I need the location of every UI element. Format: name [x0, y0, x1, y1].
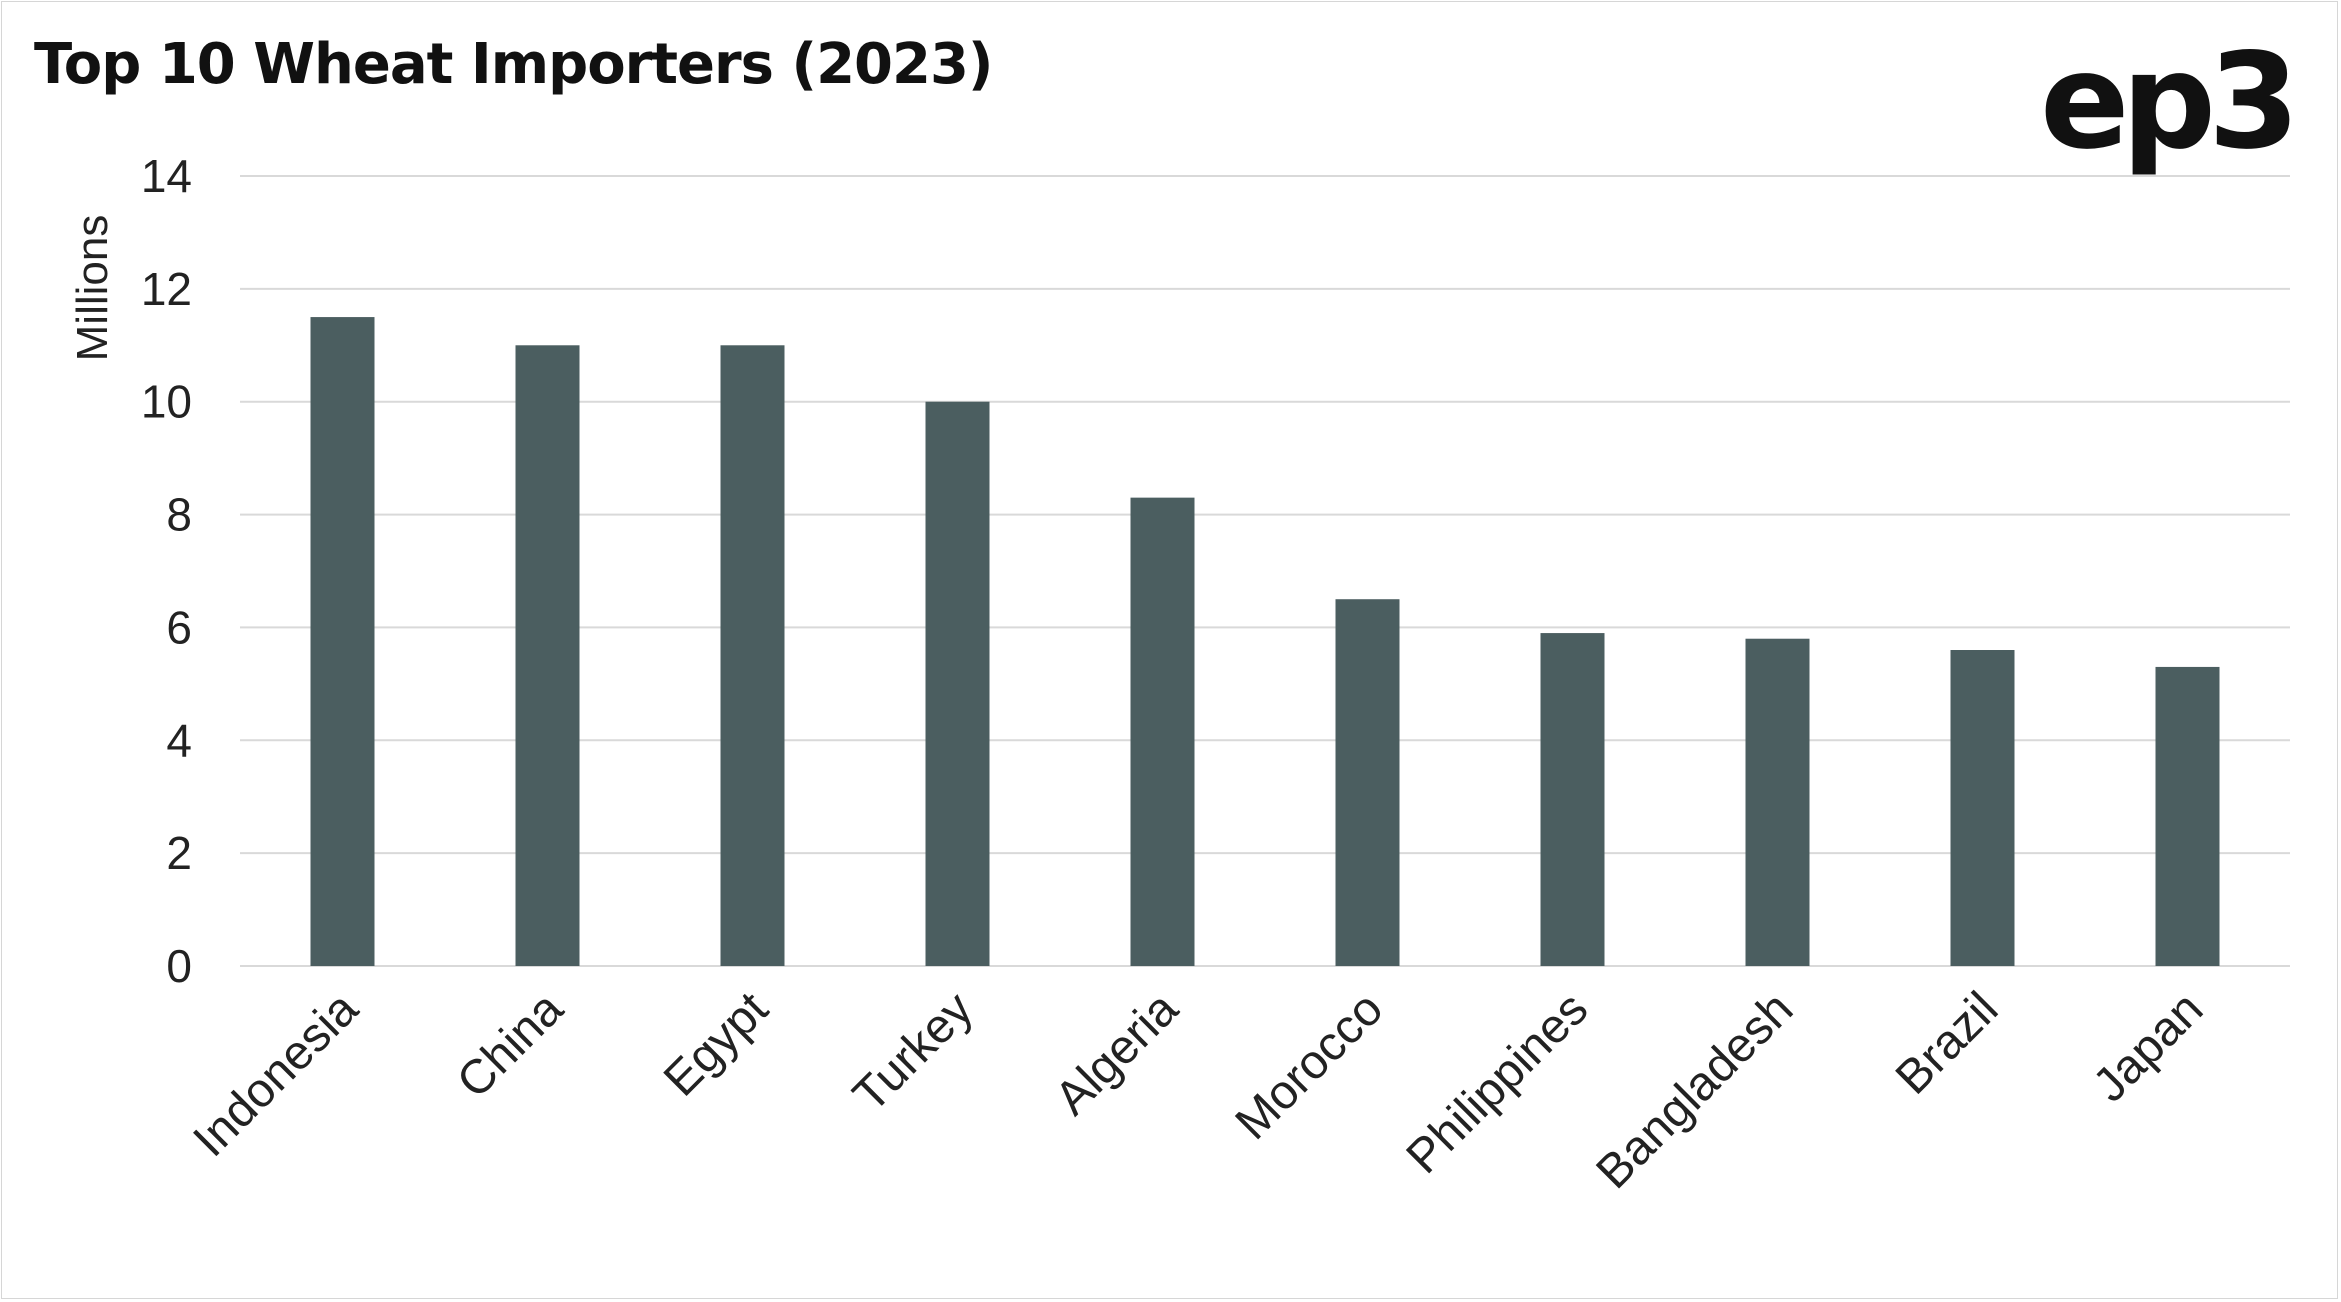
gridlines [240, 175, 2290, 967]
x-tick-label: Egypt [654, 982, 778, 1106]
brand-logo: ep3 [2040, 25, 2300, 179]
x-tick-label: Turkey [843, 982, 983, 1122]
y-tick-label: 8 [166, 489, 192, 541]
x-tick-label: Philippines [1397, 982, 1599, 1184]
bar-morocco [1335, 599, 1400, 966]
bar-algeria [1130, 497, 1195, 966]
y-tick-label: 10 [141, 376, 192, 428]
x-tick-label: Japan [2083, 982, 2213, 1112]
bar-bangladesh [1745, 638, 1810, 966]
y-tick-label: 14 [141, 150, 192, 202]
x-tick-label: Morocco [1226, 982, 1394, 1150]
x-tick-label: Brazil [1886, 982, 2008, 1104]
y-tick-label: 6 [166, 601, 192, 653]
x-tick-label: Bangladesh [1587, 982, 1804, 1199]
chart-title: Top 10 Wheat Importers (2023) [34, 32, 994, 97]
y-tick-label: 12 [141, 263, 192, 315]
x-tick-label: China [447, 982, 573, 1108]
y-axis-ticks: 0 2 4 6 8 10 12 14 [141, 150, 192, 992]
bar-philippines [1540, 633, 1605, 966]
bar-indonesia [310, 317, 375, 967]
x-tick-label: Algeria [1045, 982, 1188, 1125]
y-tick-label: 0 [166, 940, 192, 992]
bars [310, 317, 2220, 967]
bar-japan [2155, 666, 2220, 966]
x-axis-labels: Indonesia China Egypt Turkey Algeria Morocco P… [184, 982, 2214, 1199]
x-tick-label: Indonesia [184, 982, 369, 1167]
bar-egypt [720, 345, 785, 966]
bar-turkey [925, 401, 990, 966]
bar-china [515, 345, 580, 966]
y-tick-label: 4 [166, 714, 192, 766]
y-tick-label: 2 [166, 827, 192, 879]
bar-brazil [1950, 650, 2015, 966]
y-axis-title: Millions [68, 215, 117, 362]
